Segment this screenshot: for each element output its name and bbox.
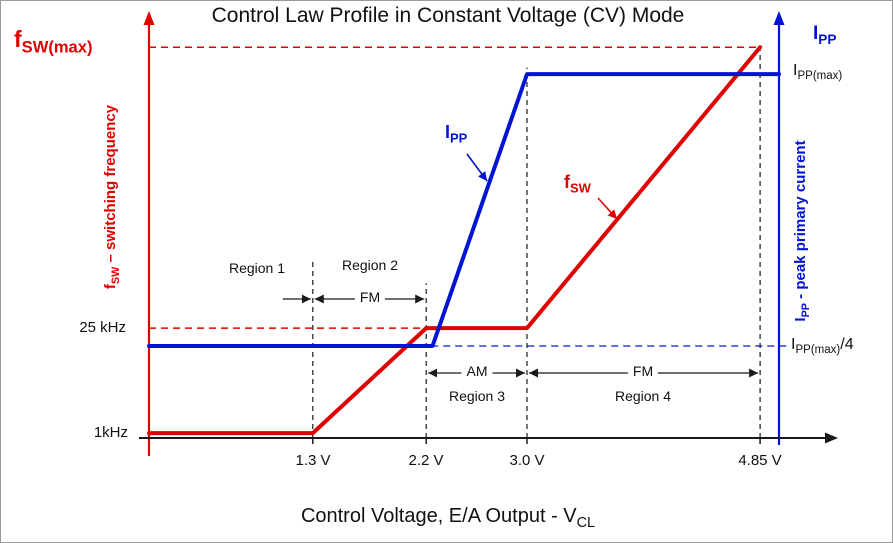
left-y-axis-title: fSW – switching frequency: [102, 104, 123, 290]
ipp-axis-label: IPP: [813, 23, 837, 47]
y-tick-25khz: 25 kHz: [79, 319, 126, 336]
ipp-curve-label: IPP: [445, 122, 468, 146]
region-4-modulation-label: FM: [627, 364, 659, 379]
x-tick-2-2v: 2.2 V: [408, 452, 444, 469]
y-tick-1khz: 1kHz: [93, 424, 128, 441]
fsw-curve-label: fSW: [564, 172, 591, 196]
right-y-axis-title: IPP - peak primary current: [792, 140, 813, 322]
region-3-modulation-label: AM: [461, 364, 493, 379]
x-tick-4-85v: 4.85 V: [738, 452, 782, 469]
ipp-max-quarter-level-label: IPP(max)/4: [791, 336, 854, 357]
plot-area: [139, 11, 838, 456]
region-2-label: Region 2: [341, 257, 399, 273]
region-1-label: Region 1: [228, 260, 286, 276]
x-tick-1-3v: 1.3 V: [295, 452, 331, 469]
region-4-label: Region 4: [614, 388, 672, 404]
ipp-max-level-label: IPP(max): [793, 62, 843, 83]
x-tick-3-0v: 3.0 V: [509, 452, 545, 469]
x-axis-title: Control Voltage, E/A Output - VCL: [300, 505, 596, 531]
region-3-label: Region 3: [448, 388, 506, 404]
fsw-max-level-label: fSW(max): [14, 26, 93, 57]
region-2-modulation-label: FM: [354, 290, 386, 305]
chart-title: Control Law Profile in Constant Voltage …: [211, 4, 685, 27]
